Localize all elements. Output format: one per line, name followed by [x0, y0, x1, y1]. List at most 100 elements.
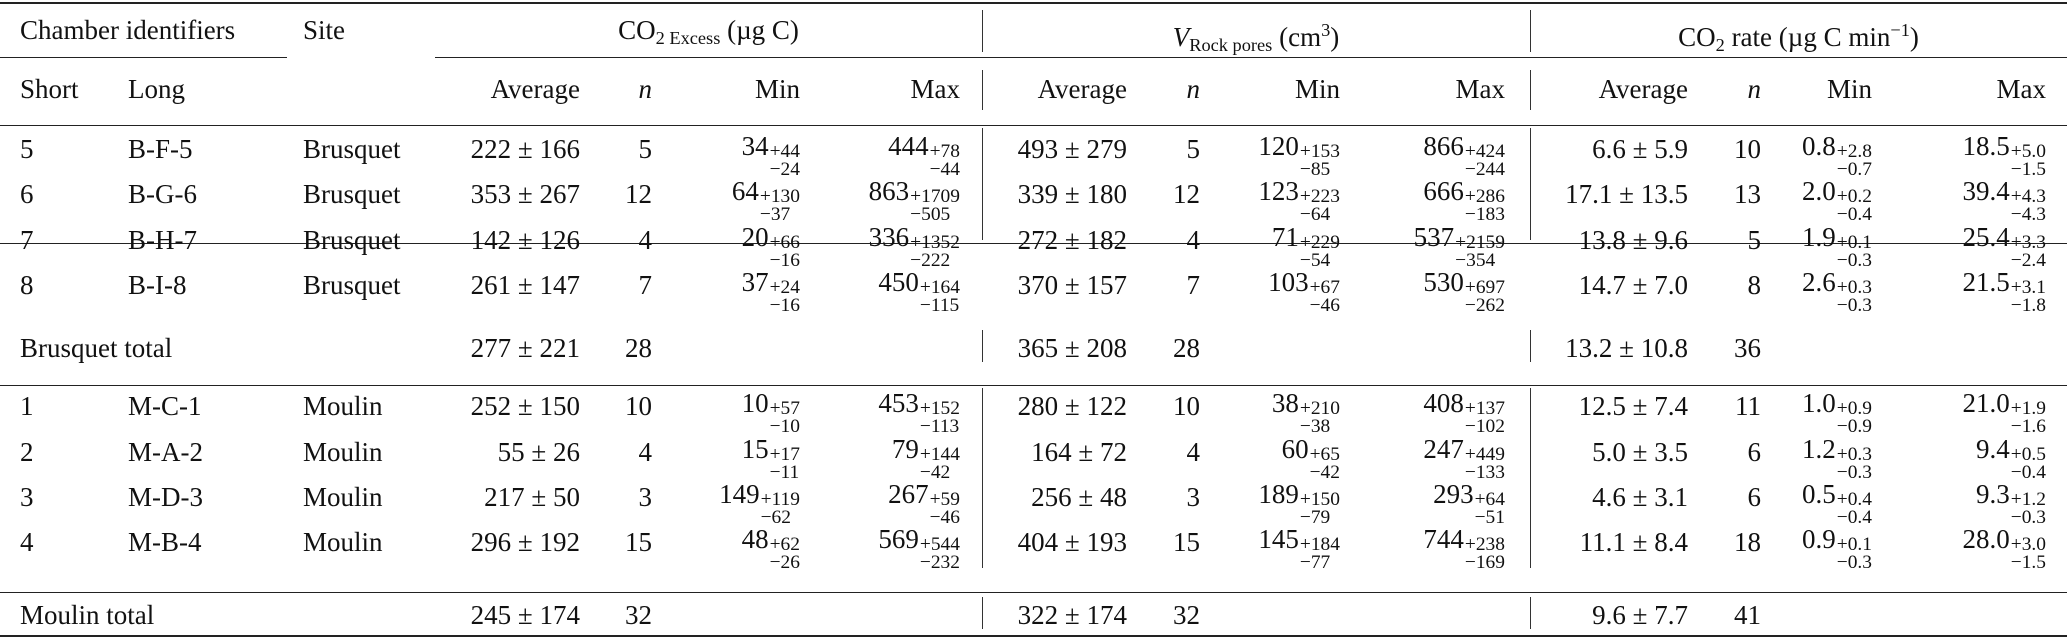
max-vr-errors: +137 −102 — [1465, 399, 1505, 436]
min-rt: 1.0 +0.9 −0.9 — [1802, 387, 1872, 436]
max-ex-minus: −42 — [919, 461, 951, 483]
min-ex-minus: −37 — [759, 203, 791, 225]
max-vr-value: 247 — [1423, 434, 1464, 464]
max-rt-value: 28.0 — [1962, 524, 2010, 554]
min-ex-minus: −11 — [769, 461, 800, 483]
max-vr-group: 666 +286 −183 — [1423, 175, 1505, 224]
max-ex-errors: +144 −42 — [919, 444, 960, 483]
max-ex-group: 444 +78 −44 — [888, 130, 960, 179]
max-ex-value: 267 — [888, 479, 929, 509]
min-ex-minus: −16 — [769, 249, 800, 271]
min-vr-value: 189 — [1258, 479, 1299, 509]
max-ex: 453 +152 −113 — [878, 387, 960, 437]
min-ex-group: 34 +44 −24 — [742, 130, 800, 179]
max-rt-errors: +3.3 −2.4 — [2010, 233, 2046, 271]
max-rt-errors: +4.3 −4.3 — [2010, 187, 2046, 225]
max-rt-value: 25.4 — [1962, 222, 2010, 252]
min-vr-value: 123 — [1258, 176, 1299, 206]
short-id: 2 — [20, 437, 34, 467]
n-vr: 12 — [1173, 179, 1200, 209]
min-vr-errors: +67 −46 — [1309, 278, 1340, 316]
min-vr-value: 60 — [1281, 434, 1309, 464]
min-ex-plus: +66 — [769, 232, 800, 253]
n-vr: 10 — [1173, 391, 1200, 421]
short-id: 4 — [20, 527, 34, 557]
max-rt-group: 21.0 +1.9 −1.6 — [1962, 387, 2046, 436]
chamber-identifiers-header: Chamber identifiers — [20, 15, 236, 45]
n-header-rt: n — [1747, 74, 1762, 104]
min-rt: 2.6 +0.3 −0.3 — [1802, 266, 1872, 315]
max-rt-errors: +3.1 −1.8 — [2011, 278, 2046, 315]
min-rt-value: 0.9 — [1801, 524, 1836, 554]
max-rt-minus: −4.3 — [2010, 203, 2046, 225]
min-ex-group: 149 +119 −62 — [719, 478, 800, 527]
max-ex: 444 +78 −44 — [888, 130, 960, 179]
max-vr-errors: +286 −183 — [1465, 187, 1505, 224]
max-rt-value: 21.0 — [1962, 388, 2010, 418]
max-ex: 863 +1709 −505 — [869, 175, 960, 224]
total-n-vr: 32 — [1173, 600, 1200, 630]
max-vr-minus: −244 — [1464, 158, 1505, 180]
max-ex-value: 336 — [868, 222, 910, 252]
short-id: 8 — [20, 270, 34, 300]
max-rt-group: 9.4 +0.5 −0.4 — [1975, 433, 2046, 482]
max-rt: 28.0 +3.0 −1.5 — [1962, 523, 2046, 572]
max-rt-minus: −2.4 — [2010, 249, 2046, 271]
min-ex: 48 +62 −26 — [742, 523, 800, 572]
max-ex-group: 453 +152 −113 — [878, 387, 960, 437]
min-ex: 34 +44 −24 — [742, 130, 800, 179]
max-rt-value: 9.4 — [1975, 434, 2010, 464]
min-vr-value: 103 — [1268, 267, 1309, 297]
total-average-rt: 9.6 ± 7.7 — [1592, 600, 1688, 630]
max-vr: 537 +2159 −354 — [1414, 221, 1505, 270]
max-ex-plus: +144 — [919, 444, 960, 465]
min-header-vr: Min — [1294, 74, 1340, 104]
min-ex-plus: +17 — [769, 444, 800, 465]
min-rt-errors: +0.9 −0.9 — [1837, 399, 1872, 436]
max-vr-group: 744 +238 −169 — [1423, 523, 1505, 572]
site-name: Moulin — [303, 482, 383, 512]
long-id: M-D-3 — [128, 482, 203, 512]
min-vr: 120 +153 −85 — [1258, 130, 1340, 179]
n-rt: 6 — [1747, 482, 1762, 512]
min-rt-minus: −0.7 — [1836, 158, 1872, 180]
max-rt: 18.5 +5.0 −1.5 — [1962, 130, 2046, 179]
min-ex-group: 20 +66 −16 — [741, 221, 800, 271]
min-ex-value: 20 — [741, 222, 769, 252]
min-rt-plus: +0.1 — [1836, 232, 1872, 253]
max-vr: 866 +424 −244 — [1423, 130, 1505, 180]
min-vr-value: 145 — [1258, 524, 1299, 554]
max-ex-errors: +152 −113 — [919, 399, 960, 437]
min-vr-plus: +184 — [1299, 534, 1340, 555]
long-id: M-B-4 — [128, 527, 202, 557]
total-average-rt: 13.2 ± 10.8 — [1565, 333, 1688, 363]
min-ex-group: 37 +24 −16 — [742, 266, 800, 315]
v-rock-pores-header: VRock pores (cm3) — [1172, 20, 1340, 56]
max-rt-group: 25.4 +3.3 −2.4 — [1962, 221, 2046, 271]
min-vr-minus: −46 — [1309, 294, 1340, 316]
header-bottom-rule — [0, 125, 2067, 126]
max-ex-group: 79 +144 −42 — [892, 433, 960, 483]
min-vr-errors: +184 −77 — [1299, 534, 1340, 573]
max-ex-minus: −222 — [910, 249, 951, 271]
average-vr: 280 ± 122 — [1017, 391, 1127, 421]
min-rt-group: 2.6 +0.3 −0.3 — [1802, 266, 1872, 315]
n-rt: 10 — [1734, 134, 1761, 164]
long-id: M-A-2 — [128, 437, 203, 467]
max-ex-minus: −113 — [919, 415, 960, 437]
average-rt: 13.8 ± 9.6 — [1578, 225, 1688, 255]
group-header-underline — [435, 57, 2067, 58]
n-rt: 8 — [1747, 270, 1762, 300]
max-vr-value: 744 — [1423, 524, 1464, 554]
min-ex: 20 +66 −16 — [741, 221, 800, 271]
min-vr-minus: −77 — [1299, 551, 1331, 573]
min-rt-errors: +0.1 −0.3 — [1836, 232, 1872, 270]
max-ex-errors: +544 −232 — [919, 534, 960, 572]
n-ex: 4 — [638, 437, 653, 467]
n-vr: 4 — [1186, 225, 1201, 255]
max-ex-plus: +544 — [919, 534, 960, 555]
min-ex-plus: +130 — [759, 186, 800, 207]
min-rt-group: 1.9 +0.1 −0.3 — [1802, 221, 1872, 270]
n-vr: 7 — [1186, 270, 1201, 300]
separator-moulin-total-1 — [982, 597, 983, 629]
